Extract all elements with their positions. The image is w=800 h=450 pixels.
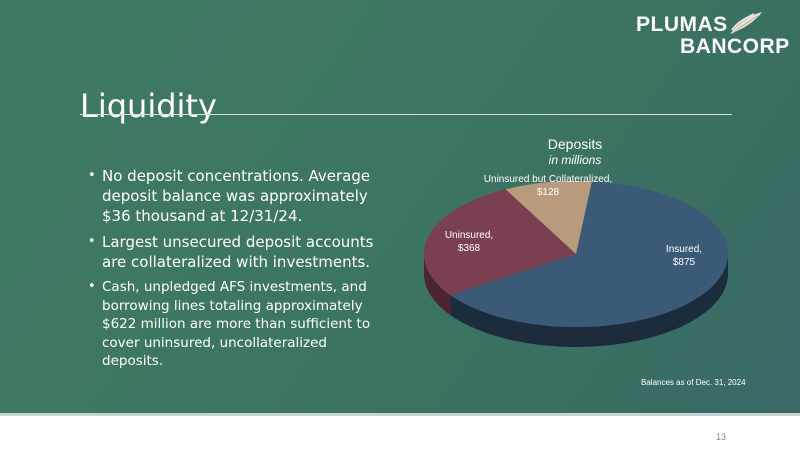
deposits-pie-chart: Insured, $875 Uninsured, $368 Uninsured but …: [423, 174, 729, 347]
page-number: 13: [716, 432, 727, 442]
pie-slice-side: [450, 254, 728, 347]
slide-title: Liquidity: [80, 87, 217, 126]
chart-subtitle: in millions: [548, 153, 602, 167]
chart-title: Deposits: [547, 136, 603, 152]
bullet-item: Largest unsecured deposit accounts are c…: [88, 232, 390, 272]
title-divider: [80, 114, 732, 115]
pie-slice-insured: [450, 181, 729, 328]
pie-slice-uninsured: [423, 189, 576, 296]
bullet-list: No deposit concentrations. Average depos…: [88, 166, 390, 377]
chart-note: Balances as of Dec. 31, 2024: [641, 378, 746, 387]
logo-text-plumas: PLUMAS: [636, 13, 728, 36]
footer-divider: [0, 413, 800, 417]
bullet-item: No deposit concentrations. Average depos…: [88, 166, 390, 226]
bullet-item: Cash, unpledged AFS investments, and bor…: [88, 278, 390, 371]
pie-data-label: Uninsured but Collateralized, $128: [484, 174, 612, 198]
pie-slice-uninsured-but-collateralized: [505, 180, 592, 254]
pie-data-label: Insured, $875: [666, 244, 702, 268]
logo-text-bancorp: BANCORP: [680, 35, 790, 58]
pie-slice-side: [424, 254, 451, 316]
leaf-icon: [730, 12, 762, 34]
footer: [0, 416, 800, 450]
pie-data-label: Uninsured, $368: [445, 230, 493, 254]
plumas-bancorp-logo: PLUMAS BANCORP: [636, 8, 789, 58]
slide-content-area: PLUMAS BANCORP Liquidity No deposit conc…: [0, 0, 800, 416]
